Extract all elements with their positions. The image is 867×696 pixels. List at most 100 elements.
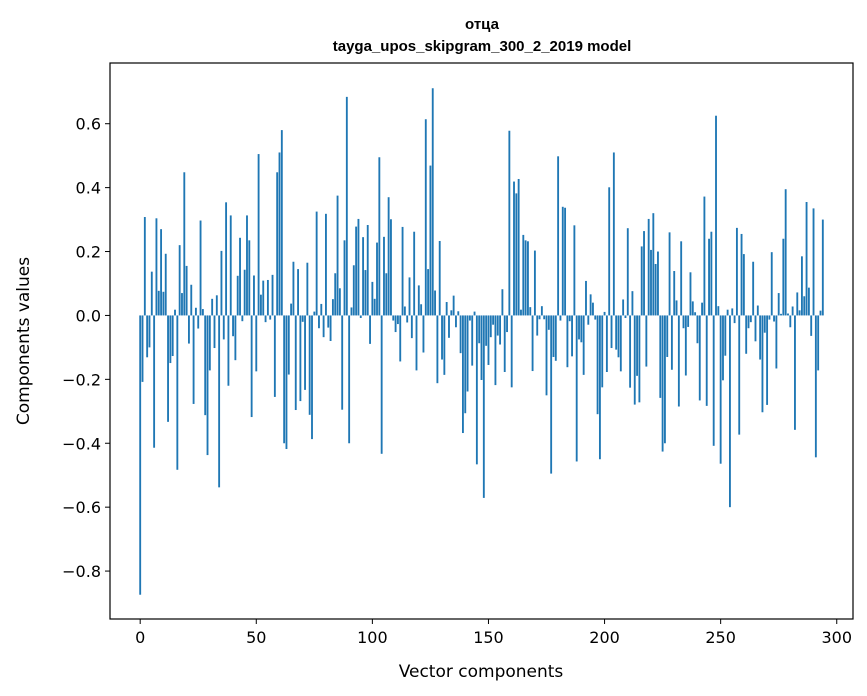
bar [803,296,806,316]
chart-subtitle: tayga_upos_skipgram_300_2_2019 model [333,38,632,55]
bar [633,315,636,405]
bar [501,289,504,316]
bar [438,240,441,316]
bar [605,315,608,372]
bar [406,315,409,323]
y-tick-label: −0.8 [62,562,101,581]
bar [701,302,704,316]
bar [487,315,490,365]
bar [248,240,251,316]
bar [640,246,643,316]
bar [547,315,550,330]
bar [740,233,743,316]
bar [283,315,286,444]
bar [510,315,513,388]
bar [431,88,434,316]
bar [735,227,738,316]
bar [468,315,471,321]
bar [624,315,627,318]
bar [424,119,427,316]
bar [436,315,439,384]
bar [394,315,397,333]
bar [571,315,573,357]
bar [657,251,659,316]
bar [568,315,571,322]
x-tick-label: 250 [705,628,736,647]
bar [197,315,200,329]
x-tick-label: 150 [473,628,504,647]
bar [329,315,332,341]
bar [390,219,392,316]
bar [659,315,662,398]
bar [689,272,692,316]
bar [677,315,680,407]
bar [763,315,766,333]
bar [615,315,618,350]
bar [587,315,590,325]
bar [232,315,234,337]
bar [545,315,548,396]
bar [239,237,241,316]
bar [722,315,724,381]
bar [185,265,188,316]
bar [229,215,232,316]
bar [315,211,318,316]
bar [359,315,362,318]
bar [257,154,260,316]
bar [559,315,562,321]
bar [420,304,423,316]
bar [253,275,255,316]
bar [164,253,167,316]
bar [325,213,327,316]
bar [373,298,376,316]
bar [348,315,351,444]
bar [742,254,745,316]
bar [524,240,527,316]
x-tick-label: 300 [821,628,852,647]
bar [582,315,585,375]
bar [601,315,604,388]
bar [580,315,583,343]
bar [566,315,569,368]
bar [798,310,801,316]
bar [290,303,293,316]
bar [266,279,269,316]
bar [636,315,638,376]
bar [422,315,425,353]
bar [554,315,557,361]
bar [178,245,181,316]
bar [357,218,360,316]
bar [457,311,460,316]
bar [441,315,443,360]
bar [408,277,411,316]
bar [341,315,344,410]
bar [768,315,771,320]
bar [155,218,158,316]
bar [612,152,615,316]
bar [729,315,731,508]
y-tick-label: 0.2 [76,243,101,262]
bar [387,197,390,316]
bar [503,315,506,372]
bar [285,315,288,450]
bar [287,315,290,375]
bar [508,130,511,316]
bar [787,313,789,316]
bar [821,219,824,316]
bar [241,315,244,322]
bar [452,295,455,316]
bar [471,315,474,366]
bar [791,306,794,316]
bar [680,241,683,316]
y-tick-label: 0.4 [76,179,101,198]
bar [336,195,339,316]
bar [169,315,172,364]
bar [759,315,762,360]
bar [292,261,295,316]
bar [396,315,399,325]
bar [350,307,353,316]
bar [311,315,313,440]
bar [146,315,149,358]
x-axis: 0 50 100 150 200 250 300 [135,619,852,647]
bar [450,310,453,316]
